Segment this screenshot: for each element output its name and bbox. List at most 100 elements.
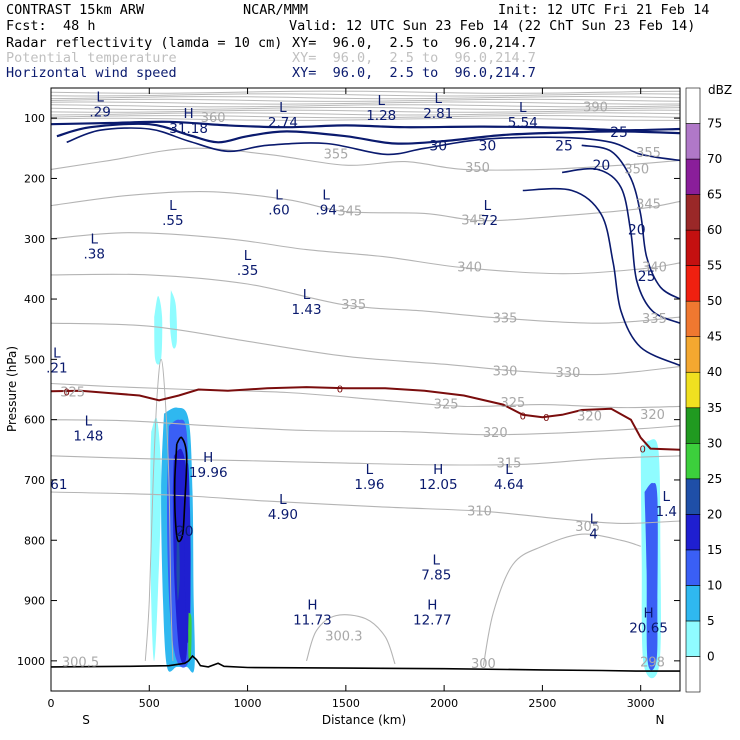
wind-speed-contours <box>51 120 680 543</box>
theta-label: 300.5 <box>62 656 99 671</box>
extremum-marker: L <box>484 198 492 214</box>
colorbar-tick-label: 60 <box>707 223 722 237</box>
wind-label: 25 <box>610 125 628 141</box>
wind-label: 25 <box>638 269 656 285</box>
wind-contour <box>581 144 680 300</box>
extremum-marker: H <box>203 450 213 466</box>
colorbar-bin <box>685 158 701 195</box>
colorbar-bin <box>685 87 701 124</box>
theta-contour <box>51 147 680 171</box>
x-tick-label: 500 <box>139 697 160 710</box>
wind-label: 20 <box>176 524 194 540</box>
y-tick-label: 1000 <box>17 655 45 668</box>
extremum-marker: L <box>322 188 330 204</box>
theta-contour <box>51 491 680 524</box>
theta-contour <box>51 273 680 324</box>
theta-contour <box>51 112 680 116</box>
reflectivity-cell <box>184 463 191 644</box>
extremum-value: 5.54 <box>508 115 538 131</box>
extremum-marker: L <box>519 100 527 116</box>
reflectivity-cell <box>154 296 163 365</box>
freezing-level-label: 0 <box>639 445 645 456</box>
theta-label: 298 <box>640 656 665 671</box>
theta-contour <box>51 98 680 102</box>
extremum-value: .29 <box>89 104 110 120</box>
extremum-marker: L <box>303 287 311 303</box>
y-tick-label: 900 <box>24 595 45 608</box>
y-tick-label: 300 <box>24 233 45 246</box>
colorbar-bin <box>685 123 701 160</box>
extremum-value: .55 <box>162 213 183 229</box>
colorbar-bin <box>685 265 701 302</box>
extremum-value: .60 <box>268 203 289 219</box>
freezing-level-label: 0 <box>543 413 549 424</box>
colorbar-tick-label: 30 <box>707 436 722 450</box>
theta-contour <box>51 117 680 121</box>
y-axis-label: Pressure (hPa) <box>5 346 19 432</box>
init-time: Init: 12 UTC Fri 21 Feb 14 <box>498 2 710 18</box>
extremum-value: 11.73 <box>293 613 332 629</box>
reflectivity-cell <box>169 290 177 349</box>
theta-label: 340 <box>642 261 667 276</box>
extremum-value: 61 <box>50 477 67 493</box>
theta-label: 325 <box>434 398 459 413</box>
colorbar-unit: dBZ <box>708 83 732 97</box>
y-tick-label: 700 <box>24 474 45 487</box>
extremum-value: .38 <box>84 247 105 263</box>
wind-label: 20 <box>592 158 610 174</box>
theta-contour <box>51 93 680 97</box>
extremum-marker: H <box>643 605 653 621</box>
theta-label: 320 <box>577 410 602 425</box>
colorbar-tick-label: 5 <box>707 614 715 628</box>
extremum-marker: L <box>275 188 283 204</box>
x-tick-label: 2500 <box>528 697 556 710</box>
theta-contour <box>51 109 680 113</box>
colorbar-bin <box>685 229 701 266</box>
theta-contour <box>51 104 680 108</box>
theta-label: 350 <box>465 161 490 176</box>
extremum-value: .72 <box>477 213 498 229</box>
extremum-value: .35 <box>237 263 258 279</box>
reflectivity-cell <box>150 417 162 661</box>
extremum-marker: L <box>590 511 598 527</box>
colorbar-tick-label: 45 <box>707 330 722 344</box>
reflectivity-cell <box>188 612 192 661</box>
x-tick-label: 1000 <box>234 697 262 710</box>
wind-label: 30 <box>478 138 496 154</box>
extremum-value: 4 <box>589 526 598 542</box>
theta-label: 335 <box>493 311 518 326</box>
theta-label: 320 <box>483 426 508 441</box>
y-tick-label: 100 <box>24 112 45 125</box>
theta-label: 330 <box>493 364 518 379</box>
plot-header: CONTRAST 15km ARW NCAR/MMM Init: 12 UTC … <box>0 0 740 84</box>
extremum-marker: H <box>427 598 437 614</box>
extremum-value: 1.43 <box>292 302 322 318</box>
extremum-value: 31.18 <box>169 121 208 137</box>
extremum-marker: L <box>53 346 61 362</box>
reflectivity-cell <box>176 532 180 601</box>
extremum-marker: L <box>432 552 440 568</box>
freezing-level-contour <box>51 386 680 451</box>
extremum-value: 2.81 <box>423 106 453 122</box>
theta-contour <box>144 358 174 661</box>
x-axis-north-label: N <box>656 713 665 727</box>
extremum-value: 7.85 <box>421 567 451 583</box>
y-tick-label: 500 <box>24 353 45 366</box>
colorbar-tick-label: 65 <box>707 188 722 202</box>
colorbar-bin <box>685 656 701 693</box>
x-tick-label: 1500 <box>332 697 360 710</box>
reflectivity-shading <box>150 290 661 679</box>
extremum-marker: L <box>366 462 374 478</box>
valid-time: Valid: 12 UTC Sun 23 Feb 14 (22 ChT Sun … <box>289 18 696 34</box>
colorbar-tick-label: 40 <box>707 365 722 379</box>
extremum-value: 19.96 <box>189 465 228 481</box>
extremum-value: 4.90 <box>268 507 298 523</box>
colorbar-tick-label: 75 <box>707 117 722 131</box>
potential-temperature-contours <box>51 90 680 666</box>
theta-label: 325 <box>501 396 526 411</box>
wind-contour <box>173 436 188 543</box>
extremum-marker: L <box>85 414 93 430</box>
colorbar-bin <box>685 300 701 338</box>
wind-contour <box>51 120 680 132</box>
